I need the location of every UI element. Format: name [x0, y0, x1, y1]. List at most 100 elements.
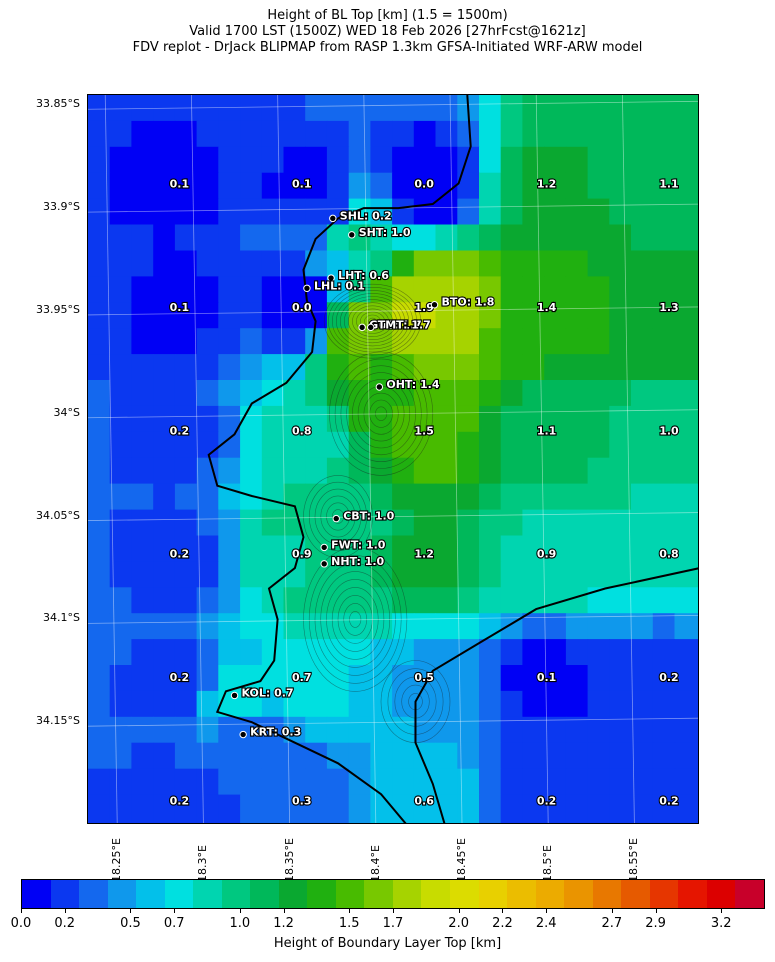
terrain-contour [348, 302, 397, 340]
colorbar-tick-mark [458, 909, 460, 913]
grid-cell [565, 250, 589, 277]
grid-cell [565, 535, 589, 562]
colorbar-tick-mark [130, 909, 132, 913]
grid-cell [479, 457, 502, 485]
grid-cell [392, 639, 415, 666]
grid-cell [457, 172, 480, 200]
grid-cell [565, 95, 589, 122]
grid-cell [565, 742, 589, 770]
grid-value-label: 1.5 [414, 424, 434, 437]
grid-cell [196, 509, 219, 537]
grid-cell [674, 95, 697, 122]
grid-cell [348, 690, 371, 718]
grid-value-label: 1.9 [414, 301, 434, 314]
terrain-contour [308, 555, 402, 684]
grid-cell [283, 690, 306, 718]
colorbar-swatch [79, 880, 108, 908]
grid-cell [500, 561, 523, 588]
grid-cell [153, 690, 176, 718]
grid-cell [370, 224, 393, 251]
grid-cell [326, 302, 350, 329]
grid-cell [522, 587, 545, 614]
grid-cell [631, 95, 654, 122]
grid-cell [587, 742, 610, 770]
grid-cell [696, 172, 698, 200]
grid-cell [392, 146, 415, 174]
grid-cell [109, 613, 132, 640]
grid-cell [109, 794, 132, 822]
grid-cell [522, 276, 545, 303]
grid-cell [305, 820, 328, 823]
grid-cell [413, 431, 437, 459]
grid-cell [109, 639, 132, 666]
grid-cell [696, 276, 698, 303]
west-coastline [207, 95, 472, 823]
grid-cell [457, 276, 480, 303]
colorbar-tick-label: 2.4 [535, 916, 557, 931]
grid-cell [413, 716, 437, 744]
colorbar-swatch [193, 880, 222, 908]
grid-cell [544, 405, 567, 433]
grid-cell [283, 95, 306, 122]
grid-cell [413, 768, 437, 796]
grid-cell [153, 95, 176, 122]
grid-cell [348, 561, 371, 588]
grid-cell [153, 431, 176, 459]
grid-cell [305, 639, 328, 666]
grid-cell [109, 276, 132, 303]
grid-cell [261, 328, 285, 355]
grid-cell [326, 95, 350, 122]
grid-cell [348, 535, 371, 562]
grid-cell [565, 509, 589, 537]
grid-cell [587, 95, 610, 122]
grid-cell [587, 250, 610, 277]
meridian-line [622, 95, 635, 823]
grid-cell [392, 302, 415, 329]
grid-cell [348, 146, 371, 174]
grid-cell [88, 639, 111, 666]
grid-cell [174, 535, 198, 562]
grid-cell [153, 405, 176, 433]
grid-cell [500, 768, 523, 796]
bl-height-grid [88, 95, 698, 823]
grid-cell [174, 405, 198, 433]
terrain-contour [343, 603, 368, 636]
grid-cell [457, 587, 480, 614]
grid-cell [413, 613, 437, 640]
grid-cell [652, 820, 676, 823]
grid-cell [500, 794, 523, 822]
grid-cell [196, 587, 219, 614]
grid-cell [153, 198, 176, 226]
grid-cell [587, 613, 610, 640]
grid-cell [696, 224, 698, 251]
grid-cell [196, 172, 219, 200]
terrain-contour [363, 392, 399, 435]
grid-cell [283, 665, 306, 692]
grid-cell [413, 742, 437, 770]
grid-cell [500, 820, 523, 823]
grid-cell [652, 95, 676, 122]
grid-cell [544, 639, 567, 666]
grid-value-label: 0.1 [170, 301, 190, 314]
colorbar-swatch [136, 880, 165, 908]
blipmap-plot: 0.1 0.1 0.0 1.2 1.1 0.1 0.0 1.9 1.4 1.3 0.2 0.8 1.5 1… [87, 94, 699, 824]
grid-cell [435, 613, 458, 640]
grid-cell [348, 120, 371, 148]
grid-cell [674, 561, 697, 588]
grid-cell [696, 587, 698, 614]
grid-cell [413, 794, 437, 822]
latitude-label: 34.05°S [36, 508, 80, 522]
grid-cell [348, 483, 371, 511]
grid-cell [565, 561, 589, 588]
colorbar-tick-label: 0.2 [54, 916, 76, 931]
grid-cell [565, 820, 589, 823]
grid-cell [283, 431, 306, 459]
grid-cell [587, 198, 610, 226]
grid-cell [522, 716, 545, 744]
grid-cell [587, 535, 610, 562]
grid-cell [305, 405, 328, 433]
grid-cell [196, 276, 219, 303]
grid-cell [435, 146, 458, 174]
grid-cell [218, 328, 241, 355]
terrain-contour [340, 296, 406, 347]
